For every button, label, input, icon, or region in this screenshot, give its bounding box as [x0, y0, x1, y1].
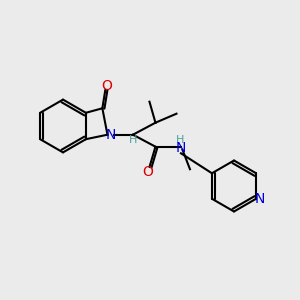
Text: O: O — [101, 79, 112, 93]
Text: N: N — [106, 128, 116, 142]
Text: O: O — [142, 165, 153, 178]
Text: H: H — [176, 135, 184, 145]
Text: N: N — [254, 192, 265, 206]
Text: N: N — [176, 141, 186, 155]
Text: H: H — [129, 135, 137, 145]
